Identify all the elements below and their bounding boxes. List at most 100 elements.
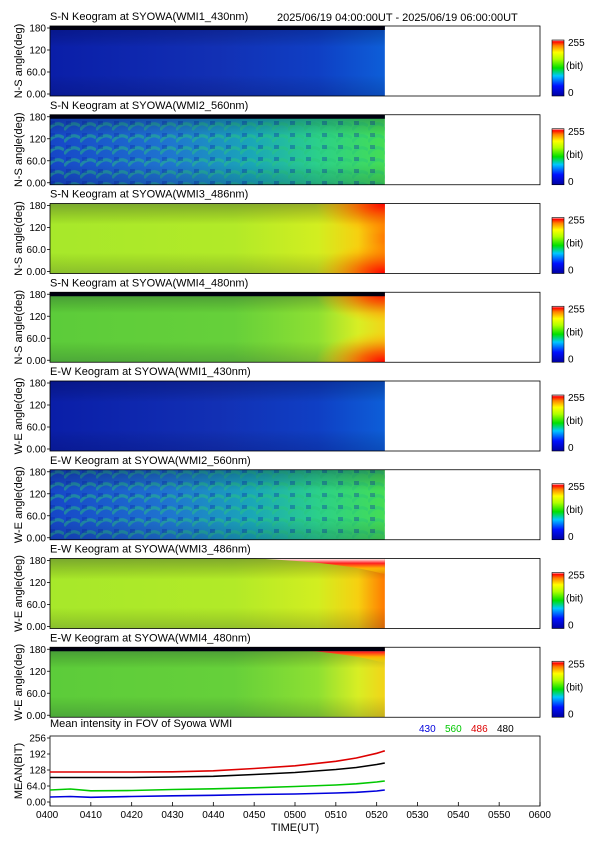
colorbar-max-label: 255: [568, 393, 585, 404]
x-tick-label: 0430: [161, 810, 184, 821]
y-axis-label: N-S angle(deg): [13, 24, 25, 99]
keogram-bright-arc: [254, 558, 385, 575]
colorbar: [551, 572, 565, 629]
keogram-bright-edge-bottom: [314, 330, 385, 363]
colorbar-unit-label: (bit): [566, 682, 583, 693]
colorbar: [551, 39, 565, 97]
y-tick-label: 120: [29, 46, 46, 57]
keogram-frame: [49, 114, 541, 186]
colorbar-unit-label: (bit): [566, 505, 583, 516]
keogram-dark-band: [50, 647, 385, 652]
y-tick-label: 60.0: [27, 689, 47, 700]
keogram-bright-edge-top: [314, 203, 385, 235]
colorbar: [551, 217, 565, 274]
y-tick-label: 0.00: [27, 267, 47, 278]
colorbar-min-label: 0: [568, 266, 574, 277]
y-tick-label: 180: [29, 379, 46, 390]
y-tick-label: 180: [29, 112, 46, 123]
y-tick-label: 60.0: [27, 423, 47, 434]
colorbar-unit-label: (bit): [566, 327, 583, 338]
keogram-bright-edge-bottom: [314, 242, 385, 274]
mean-panel-title: Mean intensity in FOV of Syowa WMI: [50, 718, 232, 730]
keogram-title: E-W Keogram at SYOWA(WMI1_430nm): [50, 366, 251, 378]
mean-panel-frame: [49, 735, 541, 807]
colorbar-min-label: 0: [568, 621, 574, 632]
keogram-panel: S-N Keogram at SYOWA(WMI1_430nm) 180 120 60…: [13, 11, 585, 101]
colorbar: [551, 128, 565, 186]
y-tick-label: 120: [29, 578, 46, 589]
y-tick-label: 120: [29, 134, 46, 145]
colorbar-unit-label: (bit): [566, 239, 583, 250]
colorbar-max-label: 255: [568, 216, 585, 227]
y-tick-label: 0.00: [27, 533, 47, 544]
y-tick-label: 120: [29, 667, 46, 678]
keogram-shading: [50, 114, 385, 185]
colorbar-max-label: 255: [568, 38, 585, 49]
keogram-panel: E-W Keogram at SYOWA(WMI3_486nm) 180 120 60…: [13, 544, 585, 634]
y-tick-label: 128: [29, 766, 46, 777]
y-tick-label: 180: [29, 201, 46, 212]
colorbar: [551, 394, 565, 452]
colorbar-min-label: 0: [568, 354, 574, 365]
y-tick-label: 0.00: [27, 356, 47, 367]
y-tick-label: 0.00: [27, 711, 47, 722]
mean-line-480: [50, 762, 385, 779]
y-axis-label: MEAN(BIT): [13, 743, 25, 799]
keogram-frame: [49, 469, 541, 541]
legend-560: 560: [445, 724, 462, 735]
colorbar: [551, 305, 565, 363]
keogram-frame: [49, 203, 541, 274]
keogram-title: S-N Keogram at SYOWA(WMI4_480nm): [50, 277, 248, 289]
y-tick-label: 0.00: [27, 178, 47, 189]
colorbar-min-label: 0: [568, 177, 574, 188]
time-range-label: 2025/06/19 04:00:00UT - 2025/06/19 06:00…: [277, 12, 518, 24]
y-tick-label: 60.0: [27, 334, 47, 345]
y-axis-label: N-S angle(deg): [13, 290, 25, 365]
keogram-frame: [49, 25, 541, 97]
y-tick-label: 180: [29, 24, 46, 35]
keogram-frame: [49, 558, 541, 629]
x-tick-label: 0500: [284, 810, 307, 821]
colorbar: [551, 660, 565, 718]
mean-intensity-panel: Mean intensity in FOV of Syowa WMI 256 192…: [13, 718, 551, 834]
y-axis-label: W-E angle(deg): [13, 378, 25, 455]
keogram-shading: [50, 26, 385, 96]
legend-430: 430: [419, 724, 436, 735]
keogram-title: S-N Keogram at SYOWA(WMI1_430nm): [50, 11, 248, 23]
keogram-panels: S-N Keogram at SYOWA(WMI1_430nm) 180 120 60…: [13, 11, 585, 722]
y-tick-label: 0.00: [27, 798, 47, 809]
colorbar-unit-label: (bit): [566, 61, 583, 72]
keogram-panel: S-N Keogram at SYOWA(WMI2_560nm) 180 120 60…: [13, 100, 585, 190]
y-tick-label: 60.0: [27, 245, 47, 256]
colorbar-min-label: 0: [568, 88, 574, 99]
y-tick-label: 60.0: [27, 156, 47, 167]
keogram-frame: [49, 380, 541, 452]
x-tick-label: 0400: [36, 810, 59, 821]
y-axis-label: W-E angle(deg): [13, 644, 25, 721]
x-tick-label: 0450: [243, 810, 266, 821]
keogram-title: E-W Keogram at SYOWA(WMI4_480nm): [50, 632, 251, 644]
keogram-title: E-W Keogram at SYOWA(WMI3_486nm): [50, 544, 251, 556]
colorbar-min-label: 0: [568, 443, 574, 454]
y-axis-label: W-E angle(deg): [13, 466, 25, 543]
y-tick-label: 256: [29, 734, 46, 745]
y-tick-label: 0.00: [27, 90, 47, 101]
mean-line-486: [50, 750, 386, 773]
y-tick-label: 0.00: [27, 445, 47, 456]
keogram-dark-band: [50, 26, 385, 30]
y-tick-label: 64.0: [27, 782, 47, 793]
legend-486: 486: [471, 724, 488, 735]
colorbar-max-label: 255: [568, 659, 585, 670]
keogram-frame: [49, 646, 541, 718]
keogram-panel: S-N Keogram at SYOWA(WMI4_480nm) 180 120 60…: [13, 277, 585, 367]
y-tick-label: 180: [29, 556, 46, 567]
y-axis-label: N-S angle(deg): [13, 201, 25, 276]
y-tick-label: 192: [29, 750, 46, 761]
keogram-frame: [49, 291, 541, 363]
x-tick-label: 0600: [529, 810, 552, 821]
y-tick-label: 0.00: [27, 622, 47, 633]
x-axis-label: TIME(UT): [271, 822, 319, 834]
x-tick-label: 0440: [202, 810, 225, 821]
colorbar-max-label: 255: [568, 571, 585, 582]
